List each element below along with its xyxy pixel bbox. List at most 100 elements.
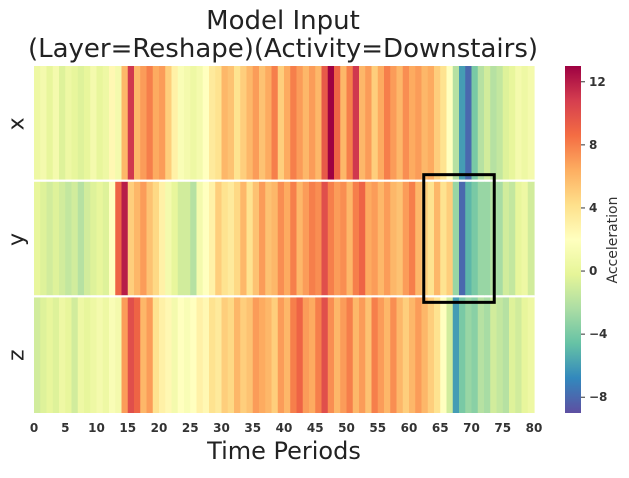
heatmap-cells bbox=[34, 66, 535, 413]
heatmap-cell bbox=[265, 181, 273, 296]
heatmap-cell bbox=[290, 66, 298, 180]
heatmap-cell bbox=[127, 66, 135, 180]
x-tick-label: 25 bbox=[182, 421, 199, 435]
heatmap-cell bbox=[196, 297, 204, 413]
heatmap-cell bbox=[302, 297, 310, 413]
heatmap-cell bbox=[265, 297, 273, 413]
heatmap-cell bbox=[446, 66, 454, 180]
heatmap-cell bbox=[127, 297, 135, 413]
heatmap-cell bbox=[446, 297, 454, 413]
chart-title-line-2: (Layer=Reshape)(Activity=Downstairs) bbox=[27, 34, 539, 64]
heatmap-cell bbox=[515, 297, 523, 413]
colorbar-tick-label: −8 bbox=[589, 390, 607, 404]
x-tick-label: 10 bbox=[88, 421, 105, 435]
x-axis-label: Time Periods bbox=[207, 437, 361, 465]
heatmap-cell bbox=[327, 66, 335, 180]
colorbar-tick-label: 4 bbox=[589, 201, 597, 215]
heatmap-cell bbox=[259, 297, 266, 413]
heatmap-cell bbox=[59, 181, 66, 296]
heatmap-cell bbox=[190, 66, 198, 180]
x-tick-label: 50 bbox=[338, 421, 355, 435]
heatmap-cell bbox=[409, 181, 416, 296]
heatmap-cell bbox=[521, 181, 529, 296]
heatmap-cell bbox=[459, 181, 466, 296]
heatmap-cell bbox=[165, 66, 173, 180]
heatmap-cell bbox=[502, 66, 510, 180]
heatmap-cell bbox=[102, 66, 110, 180]
heatmap-cell bbox=[277, 66, 285, 180]
heatmap-cell bbox=[390, 181, 398, 296]
heatmap-cell bbox=[196, 181, 204, 296]
heatmap-cell bbox=[527, 66, 535, 180]
heatmap-cell bbox=[221, 181, 229, 296]
heatmap-cell bbox=[109, 181, 116, 296]
heatmap-cell bbox=[515, 66, 523, 180]
heatmap-cell bbox=[327, 297, 335, 413]
x-tick-label: 75 bbox=[494, 421, 511, 435]
heatmap-cell bbox=[359, 181, 366, 296]
heatmap-cell bbox=[240, 181, 248, 296]
heatmap-cell bbox=[446, 181, 454, 296]
heatmap-cell bbox=[471, 66, 479, 180]
heatmap-cell bbox=[290, 297, 298, 413]
heatmap-cell bbox=[246, 297, 254, 413]
heatmap-cell bbox=[234, 297, 241, 413]
colorbar bbox=[565, 66, 581, 413]
heatmap-cell bbox=[321, 181, 329, 296]
heatmap-cell bbox=[271, 181, 279, 296]
heatmap-cell bbox=[377, 66, 385, 180]
heatmap-cell bbox=[459, 297, 466, 413]
heatmap-cell bbox=[215, 181, 223, 296]
heatmap-cell bbox=[59, 66, 66, 180]
heatmap-cell bbox=[152, 66, 160, 180]
heatmap-cell bbox=[502, 181, 510, 296]
heatmap-cell bbox=[334, 181, 341, 296]
heatmap-cell bbox=[365, 297, 373, 413]
x-axis-ticks: 0 5 10 15 20 25 30 35 40 45 50 55 60 65 70 75 80 bbox=[30, 421, 543, 435]
heatmap-cell bbox=[365, 66, 373, 180]
heatmap-cell bbox=[465, 297, 473, 413]
heatmap-cell bbox=[140, 66, 148, 180]
heatmap-cell bbox=[134, 297, 141, 413]
row-label-y: y bbox=[5, 233, 30, 246]
heatmap-cell bbox=[240, 66, 248, 180]
heatmap-cell bbox=[146, 181, 154, 296]
heatmap-cell bbox=[102, 297, 110, 413]
heatmap-cell bbox=[202, 297, 210, 413]
heatmap-cell bbox=[184, 66, 191, 180]
heatmap-cell bbox=[71, 181, 79, 296]
heatmap-cell bbox=[521, 297, 529, 413]
heatmap-cell bbox=[409, 66, 416, 180]
heatmap-cell bbox=[315, 66, 323, 180]
heatmap-cell bbox=[296, 181, 304, 296]
heatmap-cell bbox=[209, 66, 216, 180]
heatmap-cell bbox=[465, 66, 473, 180]
highlight-box bbox=[422, 173, 496, 304]
heatmap-cell bbox=[421, 66, 429, 180]
heatmap-cell bbox=[284, 181, 291, 296]
row-separator bbox=[34, 295, 534, 298]
heatmap-cell bbox=[46, 66, 54, 180]
heatmap-cell bbox=[496, 66, 504, 180]
heatmap-cell bbox=[227, 181, 235, 296]
heatmap-cell bbox=[502, 297, 510, 413]
heatmap-cell bbox=[321, 297, 329, 413]
row-label-x: x bbox=[5, 117, 30, 130]
colorbar-tick-label: −4 bbox=[589, 327, 607, 341]
heatmap-cell bbox=[115, 181, 123, 296]
colorbar-tick-label: 8 bbox=[589, 138, 597, 152]
heatmap-cell bbox=[477, 66, 485, 180]
heatmap-cell bbox=[284, 297, 291, 413]
heatmap-cell bbox=[96, 181, 104, 296]
x-tick-label: 70 bbox=[463, 421, 480, 435]
heatmap-cell bbox=[71, 297, 79, 413]
heatmap-cell bbox=[490, 66, 498, 180]
heatmap-cell bbox=[34, 297, 41, 413]
heatmap-cell bbox=[77, 297, 85, 413]
heatmap-cell bbox=[252, 297, 260, 413]
heatmap-cell bbox=[315, 181, 323, 296]
heatmap-cell bbox=[52, 297, 60, 413]
heatmap-cell bbox=[40, 297, 48, 413]
heatmap-cell bbox=[171, 181, 179, 296]
heatmap-cell bbox=[509, 66, 516, 180]
